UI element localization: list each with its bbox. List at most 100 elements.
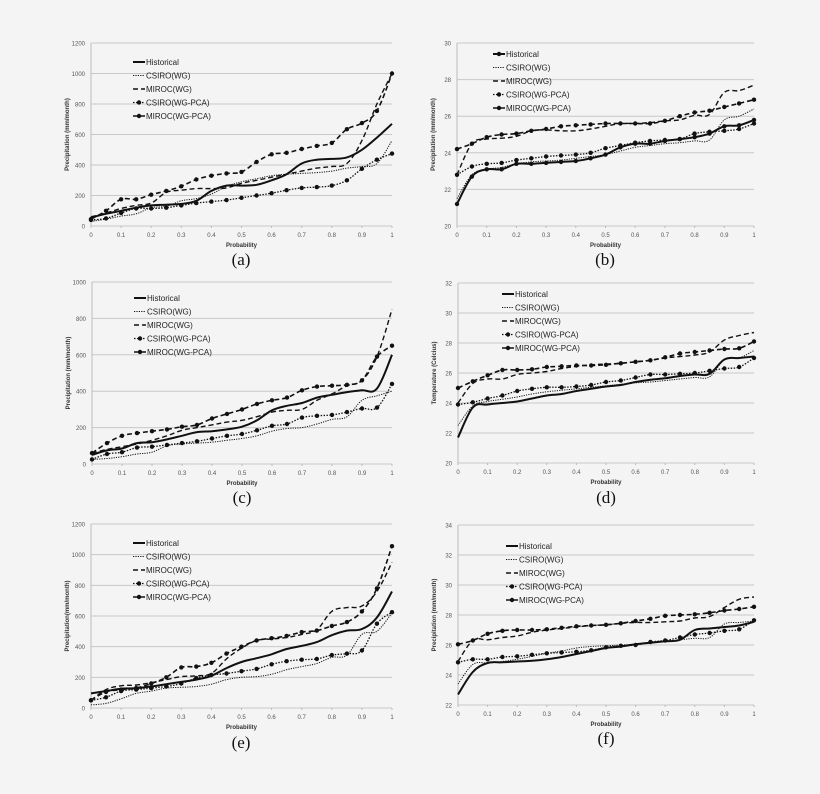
data-point	[573, 152, 578, 157]
legend-marker	[509, 584, 515, 589]
data-point	[484, 135, 489, 140]
y-tick-label: 34	[445, 524, 452, 530]
data-point	[470, 657, 475, 662]
data-point	[589, 648, 594, 653]
x-tick-label: 0.3	[543, 712, 552, 718]
data-point	[485, 396, 490, 401]
x-tick-label: 0.8	[691, 470, 700, 476]
data-point	[149, 685, 154, 691]
data-point	[194, 177, 199, 182]
data-point	[314, 143, 319, 149]
data-point	[254, 428, 260, 433]
data-point	[692, 110, 697, 115]
x-tick-label: 0.6	[267, 715, 276, 721]
data-point	[544, 651, 549, 656]
data-point	[500, 654, 505, 660]
data-point	[707, 610, 712, 615]
data-point	[149, 206, 154, 211]
y-tick-label: 24	[445, 402, 452, 408]
y-tick-label: 28	[444, 78, 451, 84]
legend-label: CSIRO(WG-PCA)	[506, 91, 570, 100]
data-point	[164, 205, 169, 210]
x-tick-label: 0.4	[207, 715, 216, 721]
x-tick-label: 0.1	[483, 233, 492, 239]
data-point	[103, 208, 109, 213]
data-point	[314, 413, 320, 418]
data-point	[179, 681, 184, 686]
data-point	[374, 405, 380, 410]
data-point	[454, 146, 460, 152]
data-point	[359, 120, 365, 126]
x-tick-label: 0.1	[118, 471, 127, 477]
data-point	[470, 379, 475, 384]
y-tick-label: 26	[445, 372, 452, 378]
data-point	[737, 346, 742, 351]
data-point	[692, 612, 697, 617]
legend-label: MIROC(WG-PCA)	[515, 344, 580, 353]
data-point	[722, 128, 727, 133]
data-point	[469, 164, 475, 169]
data-point	[751, 121, 757, 126]
data-point	[692, 135, 697, 140]
x-tick-label: 0.7	[661, 470, 670, 476]
legend-label: CSIRO(WG)	[519, 556, 564, 565]
data-point	[164, 427, 170, 432]
legend-label: Historical	[147, 294, 180, 303]
x-tick-label: 0.4	[208, 471, 217, 477]
legend-label: Historical	[146, 539, 179, 548]
data-point	[648, 616, 653, 621]
data-point	[529, 128, 534, 133]
y-tick-label: 600	[75, 133, 86, 139]
legend-label: Historical	[146, 58, 179, 67]
x-tick-label: 0.1	[117, 715, 126, 721]
data-point	[314, 656, 319, 662]
data-point	[737, 364, 742, 370]
data-point	[573, 158, 578, 164]
x-tick-label: 0	[89, 233, 93, 239]
y-axis-label: Precipitation (mm/month)	[431, 98, 437, 171]
data-point	[633, 140, 638, 145]
data-point	[284, 188, 289, 193]
x-tick-label: 0.8	[328, 233, 337, 239]
data-point	[118, 197, 124, 202]
data-point	[284, 633, 289, 639]
x-tick-label: 0.7	[298, 715, 307, 721]
legend-marker	[505, 345, 511, 351]
data-point	[254, 193, 259, 198]
data-point	[603, 121, 608, 126]
data-point	[254, 401, 260, 407]
x-tick-label: 0.2	[147, 233, 156, 239]
data-point	[455, 642, 461, 647]
data-point	[164, 675, 169, 680]
data-point	[134, 430, 140, 436]
y-tick-label: 0	[82, 707, 86, 713]
data-point	[589, 363, 594, 368]
series-line	[457, 340, 755, 389]
chart-c: 0 200 400 600 800 1000 0 0.1 0.2 0.3 0.4 0.5 0.6 0.7 0…	[66, 281, 394, 488]
x-tick-label: 0.4	[572, 712, 581, 718]
data-point	[633, 618, 638, 624]
data-point	[134, 445, 140, 450]
data-point	[164, 442, 170, 448]
data-point	[677, 136, 682, 142]
data-point	[662, 137, 668, 143]
x-tick-label: 0.8	[328, 471, 337, 477]
legend-label: Historical	[515, 290, 548, 299]
x-tick-label: 1	[390, 233, 394, 239]
series-line	[456, 84, 755, 176]
legend: Historical CSIRO(WG) MIROC(WG) CSIRO(WG-PCA…	[502, 290, 580, 353]
legend: Historical CSIRO(WG) MIROC(WG) CSIRO(WG-PCA…	[506, 542, 584, 605]
data-point	[618, 378, 623, 383]
data-point	[485, 373, 490, 378]
data-point	[677, 371, 683, 376]
data-point	[269, 152, 274, 157]
data-point	[359, 609, 365, 614]
data-point	[692, 349, 697, 355]
data-point	[558, 124, 564, 129]
data-point	[485, 657, 490, 662]
data-point	[589, 382, 594, 388]
data-point	[329, 383, 335, 388]
data-point	[455, 660, 461, 665]
data-point	[314, 628, 319, 633]
x-tick-label: 0.1	[117, 233, 126, 239]
